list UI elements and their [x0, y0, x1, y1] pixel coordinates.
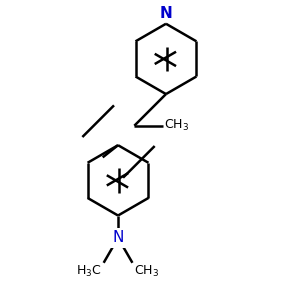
- Text: N: N: [160, 6, 172, 21]
- Text: N: N: [112, 230, 124, 245]
- Text: CH$_3$: CH$_3$: [164, 118, 189, 133]
- Text: CH$_3$: CH$_3$: [134, 264, 159, 280]
- Text: H$_3$C: H$_3$C: [76, 264, 102, 280]
